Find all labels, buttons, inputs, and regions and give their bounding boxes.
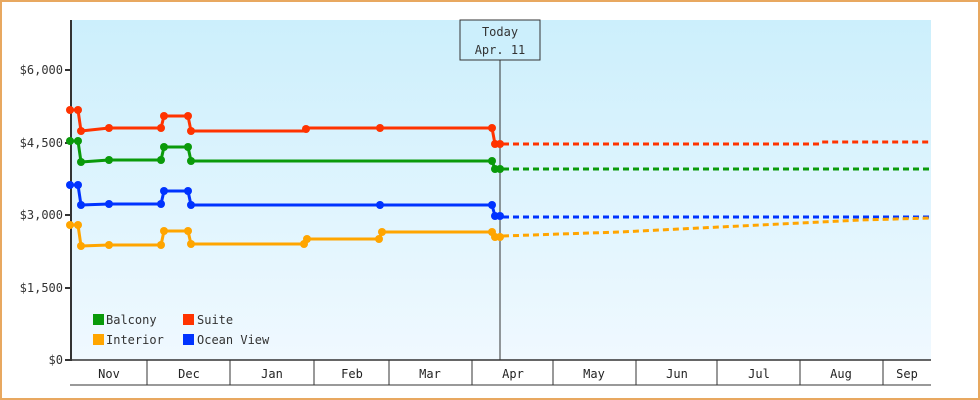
month-label-nov: Nov [98, 367, 120, 381]
series-ocean-view [66, 181, 931, 220]
y-axis-ticks: $0 $1,500 $3,000 $4,500 $6,000 [20, 63, 71, 367]
month-label-feb: Feb [341, 367, 363, 381]
legend-label: Interior [106, 333, 164, 347]
month-label-jun: Jun [666, 367, 688, 381]
y-tick-label: $1,500 [20, 281, 63, 295]
series-suite [66, 106, 931, 148]
legend-item-interior[interactable]: Interior [93, 333, 164, 347]
today-label: Today [482, 25, 518, 39]
series-interior [66, 216, 932, 250]
legend-item-balcony[interactable]: Balcony [93, 313, 157, 327]
today-marker: Today Apr. 11 [459, 19, 541, 360]
month-label-mar: Mar [419, 367, 441, 381]
month-label-jan: Jan [261, 367, 283, 381]
legend-item-ocean-view[interactable]: Ocean View [183, 333, 270, 347]
balcony-swatch-icon [93, 314, 104, 325]
legend-item-suite[interactable]: Suite [183, 313, 233, 327]
month-label-jul: Jul [748, 367, 770, 381]
legend-label: Ocean View [197, 333, 270, 347]
month-label-sep: Sep [896, 367, 918, 381]
plot-area [71, 20, 931, 360]
y-tick-label: $0 [49, 353, 63, 367]
y-tick-label: $3,000 [20, 208, 63, 222]
month-label-may: May [583, 367, 605, 381]
y-tick-label: $4,500 [20, 136, 63, 150]
legend: Balcony Suite Interior Ocean View [93, 313, 270, 347]
month-label-aug: Aug [830, 367, 852, 381]
series-balcony [66, 137, 931, 173]
y-tick-label: $6,000 [20, 63, 63, 77]
month-label-apr: Apr [502, 367, 524, 381]
x-axis-months: Nov Dec Jan Feb Mar Apr May Jun Jul Aug … [70, 359, 931, 386]
today-date: Apr. 11 [475, 43, 526, 57]
interior-swatch-icon [93, 334, 104, 345]
ocean-view-swatch-icon [183, 334, 194, 345]
suite-swatch-icon [183, 314, 194, 325]
legend-label: Balcony [106, 313, 157, 327]
legend-label: Suite [197, 313, 233, 327]
month-label-dec: Dec [178, 367, 200, 381]
